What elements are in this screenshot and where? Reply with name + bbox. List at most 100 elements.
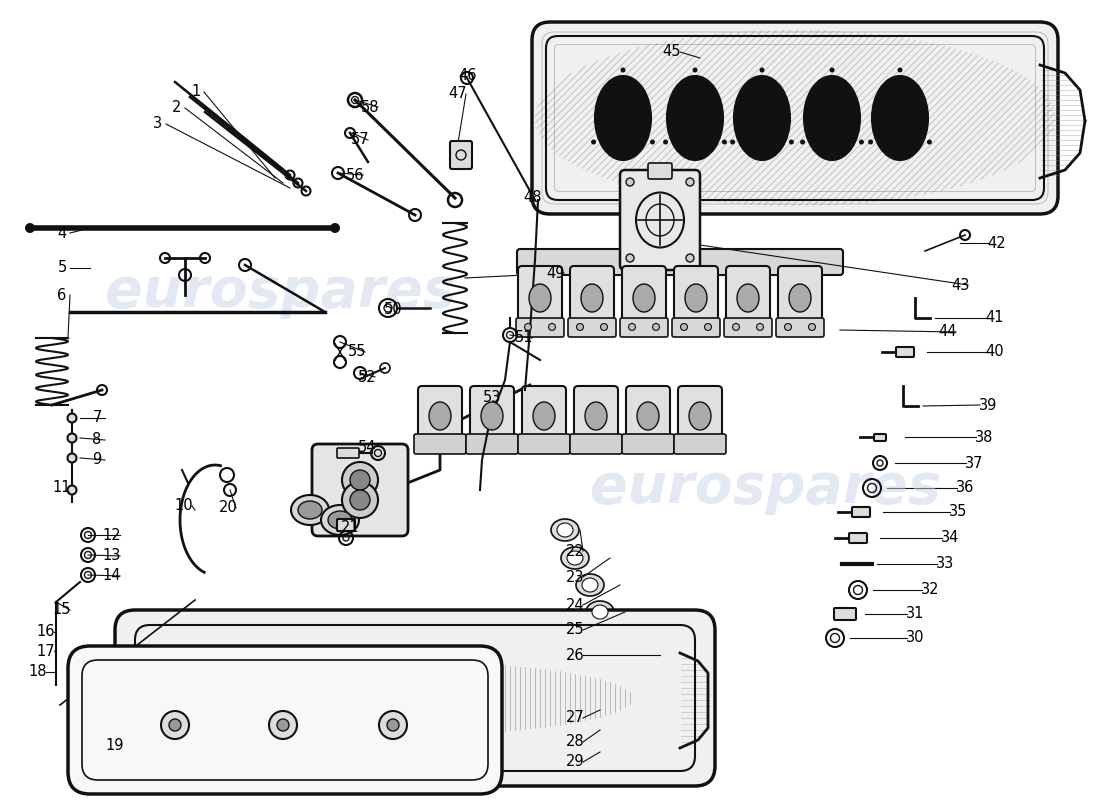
FancyBboxPatch shape [574, 386, 618, 446]
Circle shape [350, 490, 370, 510]
Text: 30: 30 [905, 630, 924, 646]
FancyBboxPatch shape [626, 386, 670, 446]
Circle shape [686, 254, 694, 262]
Ellipse shape [804, 76, 860, 160]
Text: 4: 4 [57, 226, 67, 241]
Text: 41: 41 [986, 310, 1004, 326]
FancyBboxPatch shape [568, 318, 616, 337]
Text: 23: 23 [565, 570, 584, 585]
Text: 16: 16 [36, 625, 55, 639]
FancyBboxPatch shape [466, 434, 518, 454]
Text: 3: 3 [153, 117, 163, 131]
FancyBboxPatch shape [648, 163, 672, 179]
Text: 25: 25 [565, 622, 584, 638]
Text: 11: 11 [53, 479, 72, 494]
Text: eurospares: eurospares [104, 265, 455, 319]
Circle shape [601, 323, 607, 330]
Circle shape [591, 139, 596, 145]
Ellipse shape [534, 402, 556, 430]
FancyBboxPatch shape [674, 266, 718, 329]
Circle shape [576, 323, 583, 330]
FancyBboxPatch shape [672, 318, 721, 337]
FancyBboxPatch shape [518, 434, 570, 454]
Text: 49: 49 [547, 266, 565, 281]
Circle shape [829, 67, 835, 73]
FancyBboxPatch shape [312, 444, 408, 536]
Circle shape [342, 482, 378, 518]
Text: 47: 47 [449, 86, 468, 102]
Text: 43: 43 [950, 278, 969, 293]
Circle shape [784, 323, 792, 330]
FancyBboxPatch shape [621, 266, 665, 329]
Circle shape [650, 139, 654, 145]
Circle shape [270, 711, 297, 739]
Circle shape [652, 323, 660, 330]
Circle shape [759, 67, 764, 73]
FancyBboxPatch shape [570, 266, 614, 329]
Text: 52: 52 [358, 370, 376, 385]
FancyBboxPatch shape [522, 386, 566, 446]
FancyBboxPatch shape [874, 434, 886, 441]
Circle shape [169, 719, 182, 731]
FancyBboxPatch shape [678, 386, 722, 446]
Text: 21: 21 [341, 519, 360, 534]
Text: 48: 48 [524, 190, 542, 205]
Circle shape [350, 470, 370, 490]
Text: 57: 57 [351, 133, 370, 147]
Circle shape [808, 323, 815, 330]
Ellipse shape [566, 551, 583, 565]
Text: 51: 51 [515, 330, 534, 346]
Circle shape [379, 711, 407, 739]
Text: 50: 50 [384, 302, 403, 318]
Ellipse shape [685, 284, 707, 312]
Ellipse shape [637, 402, 659, 430]
Circle shape [693, 67, 697, 73]
FancyBboxPatch shape [621, 434, 674, 454]
Text: 56: 56 [345, 167, 364, 182]
FancyBboxPatch shape [620, 170, 700, 270]
Circle shape [859, 139, 864, 145]
Ellipse shape [737, 284, 759, 312]
Circle shape [549, 323, 556, 330]
FancyBboxPatch shape [68, 646, 502, 794]
Circle shape [67, 486, 77, 494]
Text: 38: 38 [975, 430, 993, 445]
FancyBboxPatch shape [776, 318, 824, 337]
Text: 1: 1 [191, 85, 200, 99]
Text: 2: 2 [173, 101, 182, 115]
Text: 18: 18 [29, 665, 47, 679]
Text: 42: 42 [988, 235, 1007, 250]
FancyBboxPatch shape [337, 448, 359, 458]
Circle shape [67, 434, 77, 442]
Ellipse shape [667, 76, 723, 160]
Circle shape [626, 178, 634, 186]
Ellipse shape [321, 505, 359, 535]
Ellipse shape [872, 76, 928, 160]
Text: 27: 27 [565, 710, 584, 726]
Circle shape [25, 223, 35, 233]
Text: 58: 58 [361, 99, 379, 114]
Text: 36: 36 [956, 481, 975, 495]
Circle shape [626, 254, 634, 262]
Ellipse shape [689, 402, 711, 430]
Ellipse shape [557, 523, 573, 537]
Circle shape [757, 323, 763, 330]
Ellipse shape [328, 511, 352, 529]
Circle shape [733, 323, 739, 330]
Text: 26: 26 [565, 647, 584, 662]
Text: 7: 7 [92, 410, 101, 426]
Ellipse shape [292, 495, 329, 525]
Text: eurospares: eurospares [590, 461, 940, 515]
FancyBboxPatch shape [852, 507, 870, 517]
Circle shape [800, 139, 805, 145]
Ellipse shape [586, 601, 614, 623]
Text: 9: 9 [92, 453, 101, 467]
Circle shape [161, 711, 189, 739]
FancyBboxPatch shape [849, 533, 867, 543]
Ellipse shape [734, 76, 790, 160]
Text: 5: 5 [57, 261, 67, 275]
Circle shape [789, 139, 794, 145]
Circle shape [277, 719, 289, 731]
Text: 34: 34 [940, 530, 959, 546]
Ellipse shape [429, 402, 451, 430]
